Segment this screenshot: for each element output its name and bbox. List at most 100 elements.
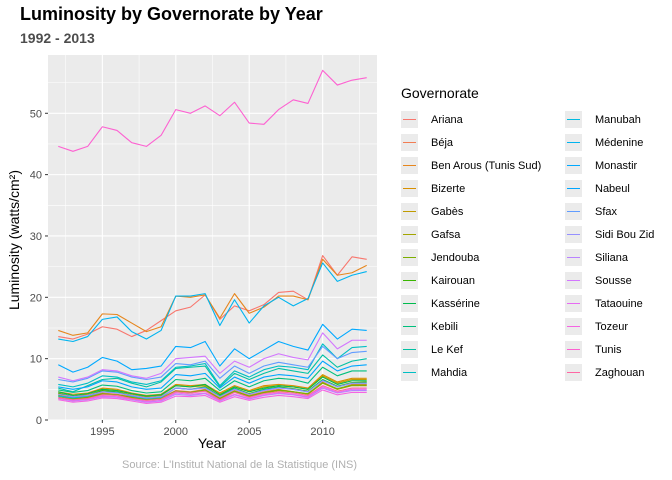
- legend-key: [565, 180, 582, 197]
- legend-item: Sfax: [565, 200, 672, 223]
- legend-key: [565, 318, 582, 335]
- legend-key-line: [567, 303, 580, 304]
- legend-item: Zaghouan: [565, 361, 672, 384]
- source-caption: Source: L'Institut National de la Statis…: [122, 459, 358, 471]
- series-line-nabeul: [58, 360, 367, 390]
- legend-label: Kassérine: [431, 297, 480, 310]
- legend-key: [401, 180, 418, 197]
- legend-label: Ben Arous (Tunis Sud): [431, 159, 542, 172]
- series-line-tozeur: [58, 389, 367, 404]
- legend-label: Médenine: [595, 136, 644, 149]
- legend-key-line: [567, 142, 580, 143]
- legend-item: Nabeul: [565, 177, 672, 200]
- legend-label: Kairouan: [431, 274, 476, 287]
- series-line-tataouine: [58, 386, 367, 403]
- legend-label: Zaghouan: [595, 366, 645, 379]
- legend-item: Tunis: [565, 338, 672, 361]
- legend-item: Siliana: [565, 246, 672, 269]
- legend-key-line: [403, 349, 416, 350]
- legend-item: Tataouine: [565, 292, 672, 315]
- legend-key: [565, 249, 582, 266]
- legend-key-line: [567, 165, 580, 166]
- legend-item: Kassérine: [401, 292, 565, 315]
- series-lines: [58, 69, 367, 404]
- legend-key-line: [403, 372, 416, 373]
- legend-key: [401, 203, 418, 220]
- legend-key-line: [567, 257, 580, 258]
- series-line-sfax: [58, 345, 367, 383]
- legend-item: Manubah: [565, 108, 672, 131]
- legend-key: [401, 295, 418, 312]
- series-line-le-kef: [58, 354, 367, 393]
- legend-item: Monastir: [565, 154, 672, 177]
- legend-label: Jendouba: [431, 251, 480, 264]
- legend-title: Governorate: [401, 85, 479, 101]
- legend-key: [565, 157, 582, 174]
- legend-item: Gafsa: [401, 223, 565, 246]
- x-tick-label: 2010: [310, 426, 334, 438]
- series-line-monastir: [58, 323, 367, 373]
- x-tick-label: 1995: [90, 426, 114, 438]
- legend-key: [565, 364, 582, 381]
- legend-key: [401, 111, 418, 128]
- legend-label: Siliana: [595, 251, 629, 264]
- legend-column-2: Manubah Médenine Monastir Nabeul Sfax Sidi Bo…: [565, 108, 672, 384]
- legend-label: Gabès: [431, 205, 464, 218]
- y-tick-label: 20: [30, 292, 42, 304]
- axes: 0 10 20 30 40 50 1995 2000 2005 2010: [30, 108, 335, 438]
- legend-key: [565, 295, 582, 312]
- legend-label: Le Kef: [431, 343, 463, 356]
- legend-key-line: [403, 119, 416, 120]
- legend-column-1: Ariana Béja Ben Arous (Tunis Sud) Bizerte Ga…: [401, 108, 565, 384]
- legend-key-line: [403, 165, 416, 166]
- legend-key: [401, 318, 418, 335]
- legend-item: Sidi Bou Zid: [565, 223, 672, 246]
- series-line-sousse: [58, 332, 367, 382]
- legend-label: Kebili: [431, 320, 458, 333]
- legend-key: [401, 341, 418, 358]
- legend-key: [401, 249, 418, 266]
- series-line-jendouba: [58, 382, 367, 401]
- legend-item: Sousse: [565, 269, 672, 292]
- legend-item: Mahdia: [401, 361, 565, 384]
- legend-item: Bizerte: [401, 177, 565, 200]
- series-line-sidi-bou-zid: [58, 380, 367, 399]
- x-tick-label: 2000: [164, 426, 188, 438]
- legend-key-line: [403, 142, 416, 143]
- legend-key-line: [403, 188, 416, 189]
- legend-item: Médenine: [565, 131, 672, 154]
- legend-item: Le Kef: [401, 338, 565, 361]
- x-tick-label: 2005: [237, 426, 261, 438]
- legend-key: [565, 341, 582, 358]
- legend-key: [565, 226, 582, 243]
- legend-item: Jendouba: [401, 246, 565, 269]
- legend-label: Tataouine: [595, 297, 643, 310]
- legend-key-line: [403, 303, 416, 304]
- legend-key: [565, 111, 582, 128]
- legend-label: Ariana: [431, 113, 463, 126]
- legend-key-line: [567, 280, 580, 281]
- legend-item: Kebili: [401, 315, 565, 338]
- legend-label: Sousse: [595, 274, 632, 287]
- x-axis-label: Year: [198, 435, 227, 451]
- legend-key-line: [567, 234, 580, 235]
- legend-key-line: [403, 280, 416, 281]
- legend-label: Gafsa: [431, 228, 461, 241]
- legend-item: Tozeur: [565, 315, 672, 338]
- legend-label: Mahdia: [431, 366, 468, 379]
- series-line-m-denine: [58, 262, 367, 343]
- legend-key: [565, 134, 582, 151]
- legend-item: Ariana: [401, 108, 565, 131]
- series-line-kass-rine: [58, 376, 367, 397]
- y-tick-label: 50: [30, 108, 42, 120]
- legend-item: Ben Arous (Tunis Sud): [401, 154, 565, 177]
- series-line-bizerte: [58, 374, 367, 397]
- legend-key: [565, 203, 582, 220]
- legend-label: Tozeur: [595, 320, 629, 333]
- legend-key-line: [403, 257, 416, 258]
- legend-key: [401, 364, 418, 381]
- legend-key: [401, 226, 418, 243]
- legend-key-line: [567, 188, 580, 189]
- legend-label: Nabeul: [595, 182, 630, 195]
